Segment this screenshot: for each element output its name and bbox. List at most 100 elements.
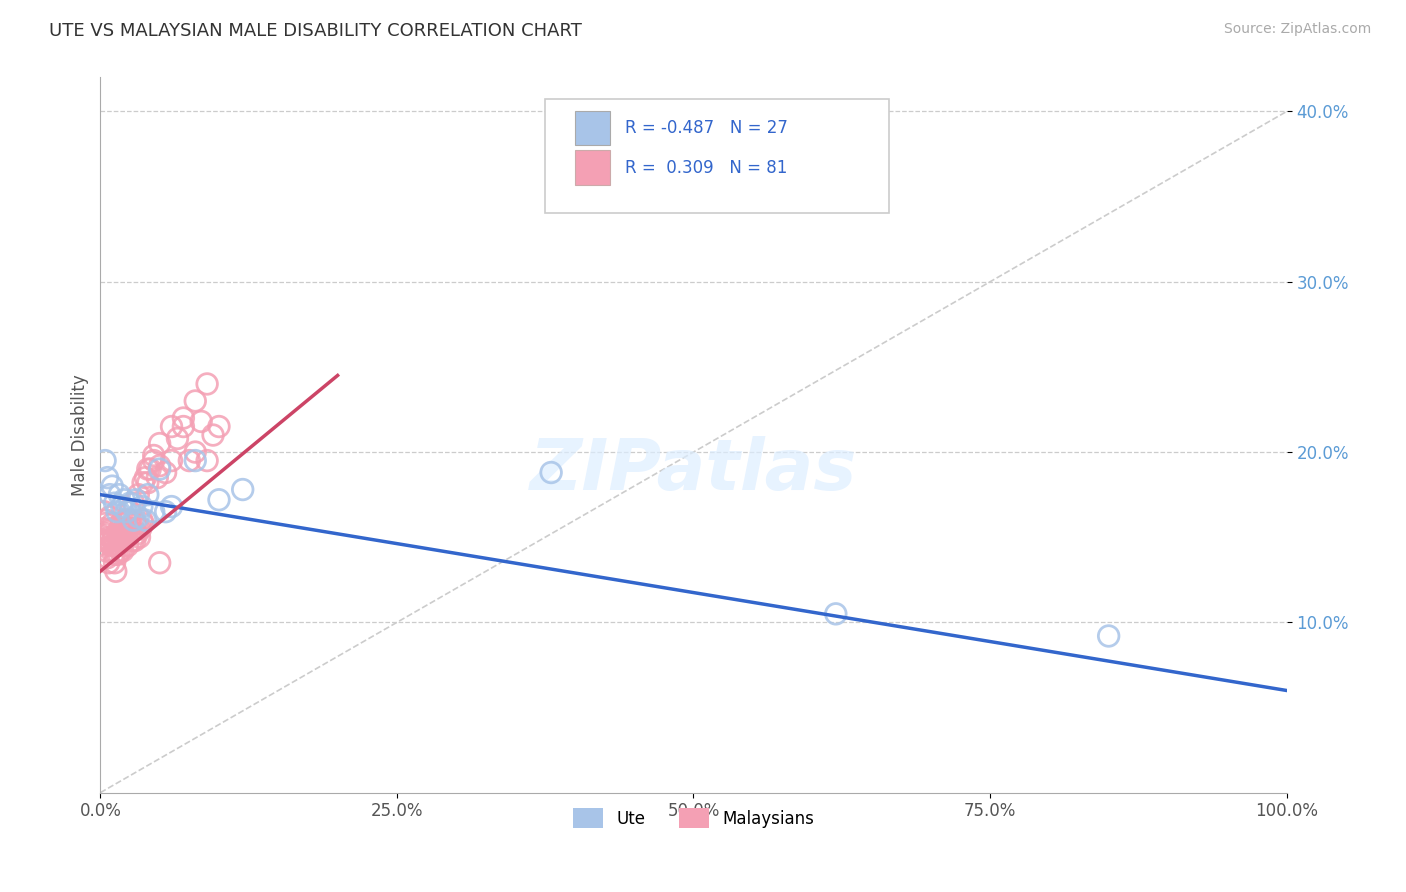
Point (107, 533, 129, 548)
Point (96, 470, 118, 484)
Point (100, 522, 122, 536)
Point (184, 445, 207, 459)
Point (232, 483, 254, 497)
Point (139, 462, 162, 476)
Point (118, 496, 141, 510)
Point (122, 496, 145, 510)
Point (127, 488, 149, 502)
Point (94, 453, 117, 467)
Point (184, 394, 207, 409)
Text: R = -0.487   N = 27: R = -0.487 N = 27 (624, 120, 787, 137)
Point (103, 556, 125, 570)
Point (94, 516, 117, 531)
Point (824, 607, 846, 621)
Point (184, 453, 207, 467)
Point (146, 470, 169, 484)
Point (104, 547, 127, 561)
Text: UTE VS MALAYSIAN MALE DISABILITY CORRELATION CHART: UTE VS MALAYSIAN MALE DISABILITY CORRELA… (49, 22, 582, 40)
Point (103, 539, 125, 553)
Point (179, 453, 201, 467)
Point (94, 533, 117, 548)
Point (134, 513, 156, 527)
Point (125, 492, 148, 507)
Point (132, 516, 155, 531)
Point (103, 496, 125, 510)
Point (160, 453, 183, 467)
Point (208, 492, 231, 507)
Point (122, 522, 145, 536)
Point (115, 530, 138, 544)
Point (131, 513, 153, 527)
Point (136, 462, 159, 476)
Point (108, 488, 131, 502)
Point (111, 530, 134, 544)
Legend: Ute, Malaysians: Ute, Malaysians (567, 802, 821, 834)
Point (149, 556, 172, 570)
Point (97, 556, 120, 570)
Point (108, 522, 131, 536)
Point (120, 522, 142, 536)
Point (149, 458, 172, 473)
Point (111, 544, 134, 558)
Point (115, 513, 138, 527)
Point (101, 516, 124, 531)
Point (112, 533, 135, 548)
Point (124, 533, 146, 548)
Point (125, 516, 148, 531)
Point (131, 500, 153, 514)
Point (540, 466, 562, 480)
Text: ZIPatlas: ZIPatlas (530, 436, 858, 505)
Point (98, 530, 121, 544)
FancyBboxPatch shape (546, 99, 889, 213)
Point (105, 539, 128, 553)
Point (155, 466, 177, 480)
Point (142, 449, 165, 463)
FancyBboxPatch shape (575, 112, 610, 145)
Point (136, 475, 159, 490)
Point (111, 530, 134, 544)
Point (132, 475, 155, 490)
Point (172, 419, 194, 434)
Point (160, 419, 183, 434)
Point (127, 526, 149, 541)
Point (112, 492, 135, 507)
Point (111, 500, 134, 514)
Point (112, 522, 135, 536)
Point (96, 550, 118, 565)
Point (134, 470, 156, 484)
Point (121, 533, 143, 548)
Point (129, 522, 152, 536)
Point (96, 544, 118, 558)
Point (105, 505, 128, 519)
Point (108, 533, 131, 548)
Point (127, 522, 149, 536)
Point (101, 533, 124, 548)
Point (93, 505, 115, 519)
Point (118, 505, 141, 519)
Point (142, 453, 165, 467)
Point (118, 522, 141, 536)
Point (202, 428, 225, 442)
Point (111, 516, 134, 531)
Point (190, 414, 212, 428)
Point (166, 432, 188, 446)
Point (149, 462, 172, 476)
Point (195, 453, 218, 467)
Text: Source: ZipAtlas.com: Source: ZipAtlas.com (1223, 22, 1371, 37)
Point (117, 539, 139, 553)
Point (122, 513, 145, 527)
Point (142, 505, 165, 519)
Point (93, 522, 115, 536)
Point (96, 526, 118, 541)
Point (104, 564, 127, 578)
Point (103, 530, 125, 544)
Text: R =  0.309   N = 81: R = 0.309 N = 81 (624, 159, 787, 177)
Point (195, 376, 218, 391)
Point (98, 509, 121, 524)
Point (98, 488, 121, 502)
Point (96, 513, 118, 527)
Point (107, 547, 129, 561)
Point (149, 436, 172, 450)
Point (118, 513, 141, 527)
Point (127, 509, 149, 524)
